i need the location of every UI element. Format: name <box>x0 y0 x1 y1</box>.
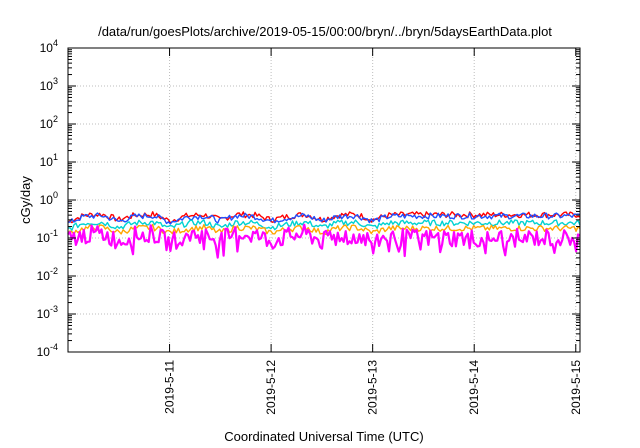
x-axis-label: Coordinated Universal Time (UTC) <box>224 429 423 444</box>
y-tick-label: 104 <box>40 38 58 55</box>
y-tick-label: 10-4 <box>37 342 58 359</box>
y-tick-label: 10-2 <box>37 266 58 283</box>
y-axis-label: cGy/day <box>18 176 33 224</box>
grid <box>68 48 580 352</box>
series-line <box>67 223 581 259</box>
y-tick-label: 10-1 <box>37 228 58 245</box>
series-group <box>67 211 581 259</box>
series-line <box>67 219 581 231</box>
x-tick-label: 2019-5-11 <box>163 360 177 414</box>
y-tick-label: 103 <box>40 76 58 93</box>
y-tick-label: 102 <box>40 114 58 131</box>
chart-title: /data/run/goesPlots/archive/2019-05-15/0… <box>98 24 552 39</box>
x-axis: 2019-5-11 2019-5-12 2019-5-13 2019-5-14 2019… <box>163 48 583 415</box>
x-tick-label: 2019-5-12 <box>264 360 278 415</box>
x-tick-label: 2019-5-13 <box>366 360 380 415</box>
series-line <box>67 212 581 225</box>
x-tick-label: 2019-5-14 <box>467 360 481 415</box>
y-axis: 10-4 10-3 10-2 10-1 100 101 102 103 104 <box>37 38 580 359</box>
y-tick-label: 101 <box>40 152 58 169</box>
y-tick-label: 100 <box>40 190 58 207</box>
x-tick-label: 2019-5-15 <box>569 360 583 415</box>
y-tick-label: 10-3 <box>37 304 58 321</box>
